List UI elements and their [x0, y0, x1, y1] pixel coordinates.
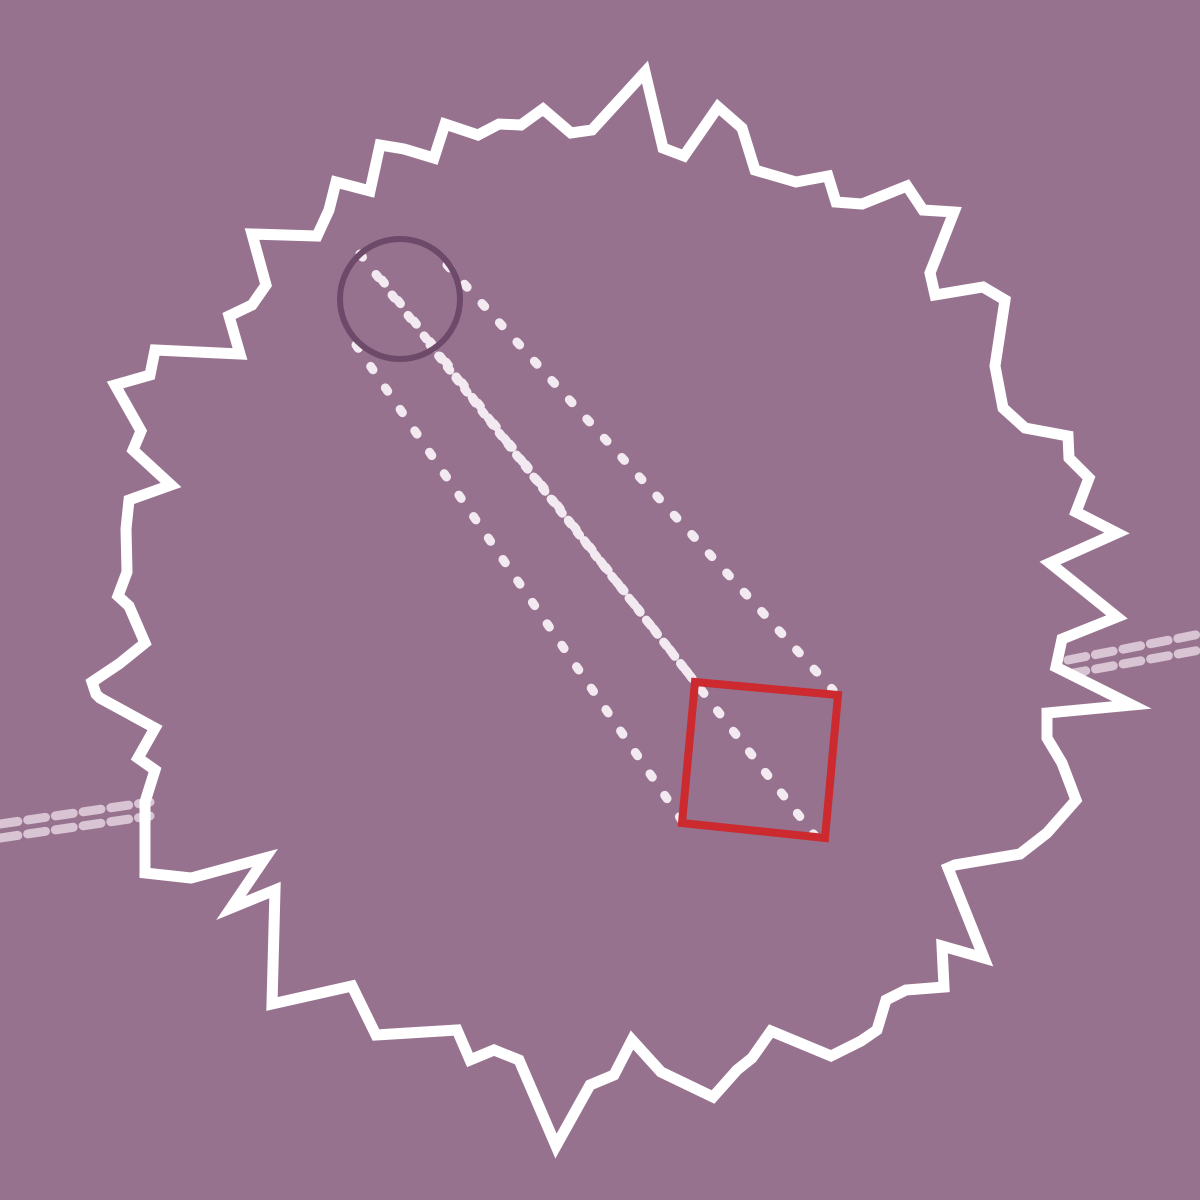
guide-lines: [351, 249, 838, 841]
arena-boundary: [85, 60, 1152, 1159]
track-right-upper: [1063, 629, 1200, 665]
track-left-lower: [0, 811, 155, 843]
start-circle-marker[interactable]: [337, 236, 463, 362]
guide-line-center: [425, 340, 700, 687]
target-square-marker[interactable]: [677, 677, 843, 843]
track-left-upper: [0, 797, 155, 829]
track-right-lower: [1063, 645, 1200, 679]
track: [0, 629, 1200, 843]
guide-line-bottom-left: [351, 340, 688, 827]
guide-line-top-right: [442, 260, 838, 695]
